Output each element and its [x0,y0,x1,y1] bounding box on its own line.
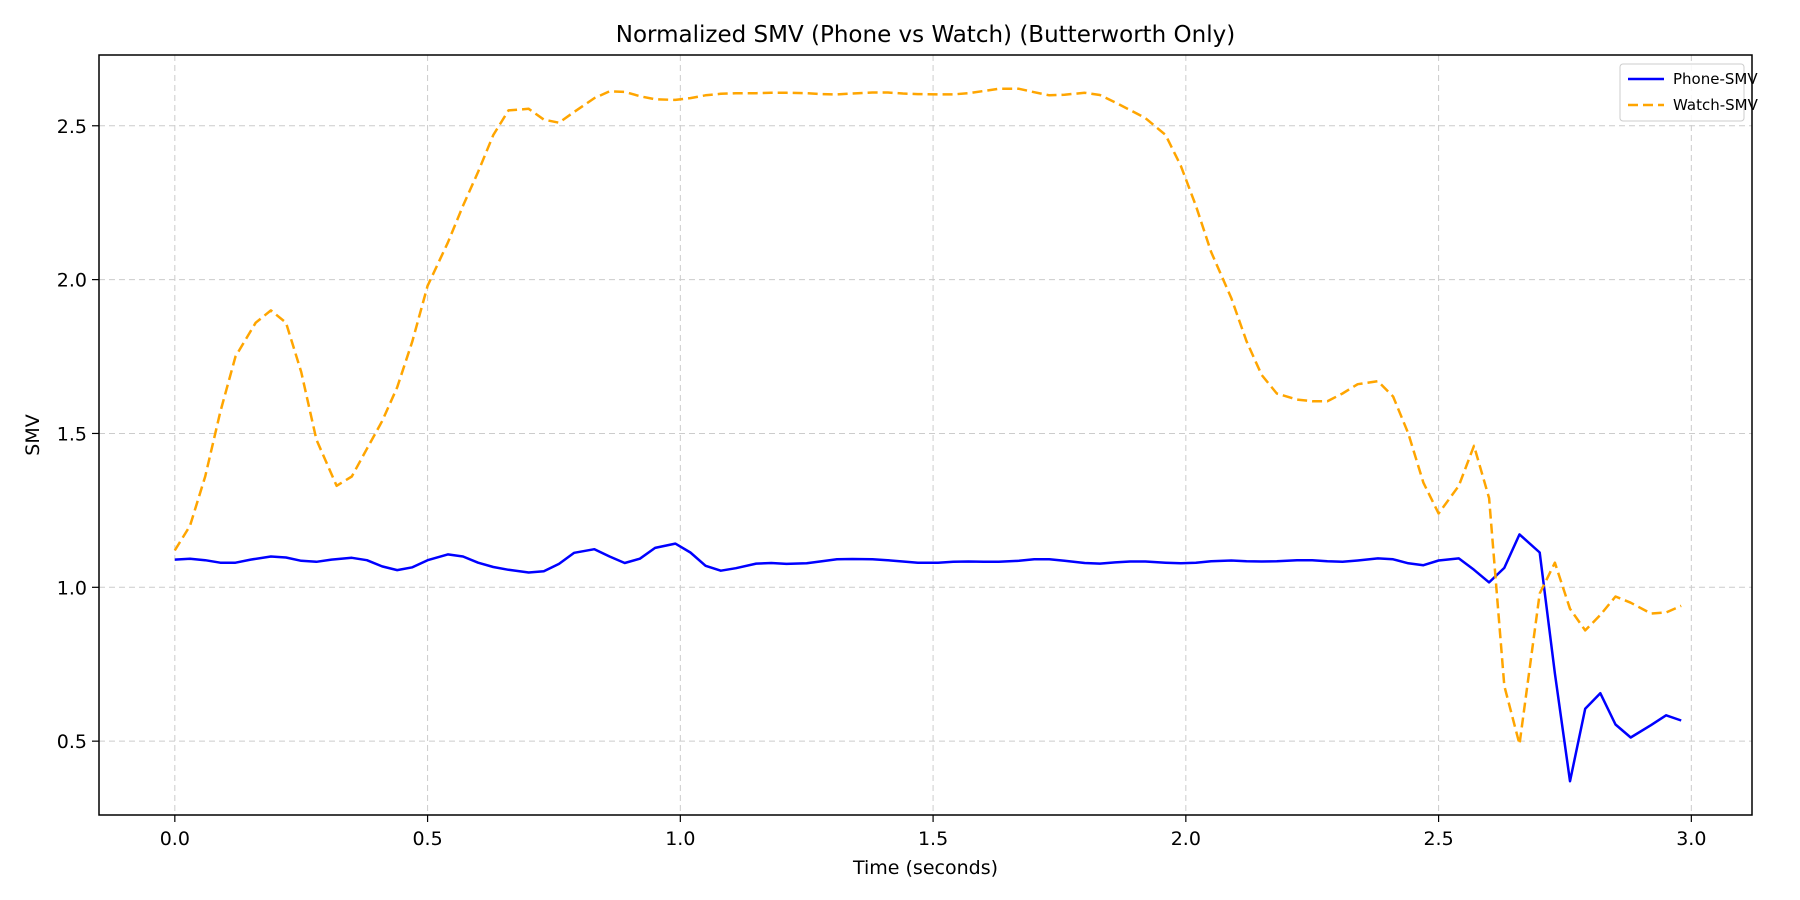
legend: Phone-SMV Watch-SMV [1619,63,1759,122]
x-tick-label: 3.0 [1676,828,1706,850]
grid [99,55,1752,815]
x-tick-label: 2.5 [1423,828,1453,850]
y-tick-label: 1.0 [57,577,87,599]
chart-title: Normalized SMV (Phone vs Watch) (Butterw… [616,22,1235,48]
series-line-phone-smv [174,533,1682,783]
series-line-watch-smv [173,87,1682,746]
y-tick-label: 0.5 [57,731,87,753]
x-tick-label: 2.0 [1171,828,1201,850]
y-tick-label: 1.5 [57,423,87,445]
ticks: 0.0 0.5 1.0 1.5 2.0 2.5 3.0 0.5 1.0 1.5 2.0 2.5 [57,116,1707,850]
x-tick-label: 0.5 [412,828,442,850]
plot-frame [98,54,1753,816]
series-layer [173,87,1682,783]
x-axis-label: Time (seconds) [852,857,998,879]
x-tick-label: 1.0 [665,828,695,850]
x-tick-label: 1.5 [918,828,948,850]
legend-label-phone-smv: Phone-SMV [1673,70,1758,88]
legend-label-watch-smv: Watch-SMV [1673,96,1759,114]
x-tick-label: 0.0 [160,828,190,850]
y-axis-label: SMV [22,414,44,455]
y-tick-label: 2.5 [57,116,87,138]
y-tick-label: 2.0 [57,270,87,292]
